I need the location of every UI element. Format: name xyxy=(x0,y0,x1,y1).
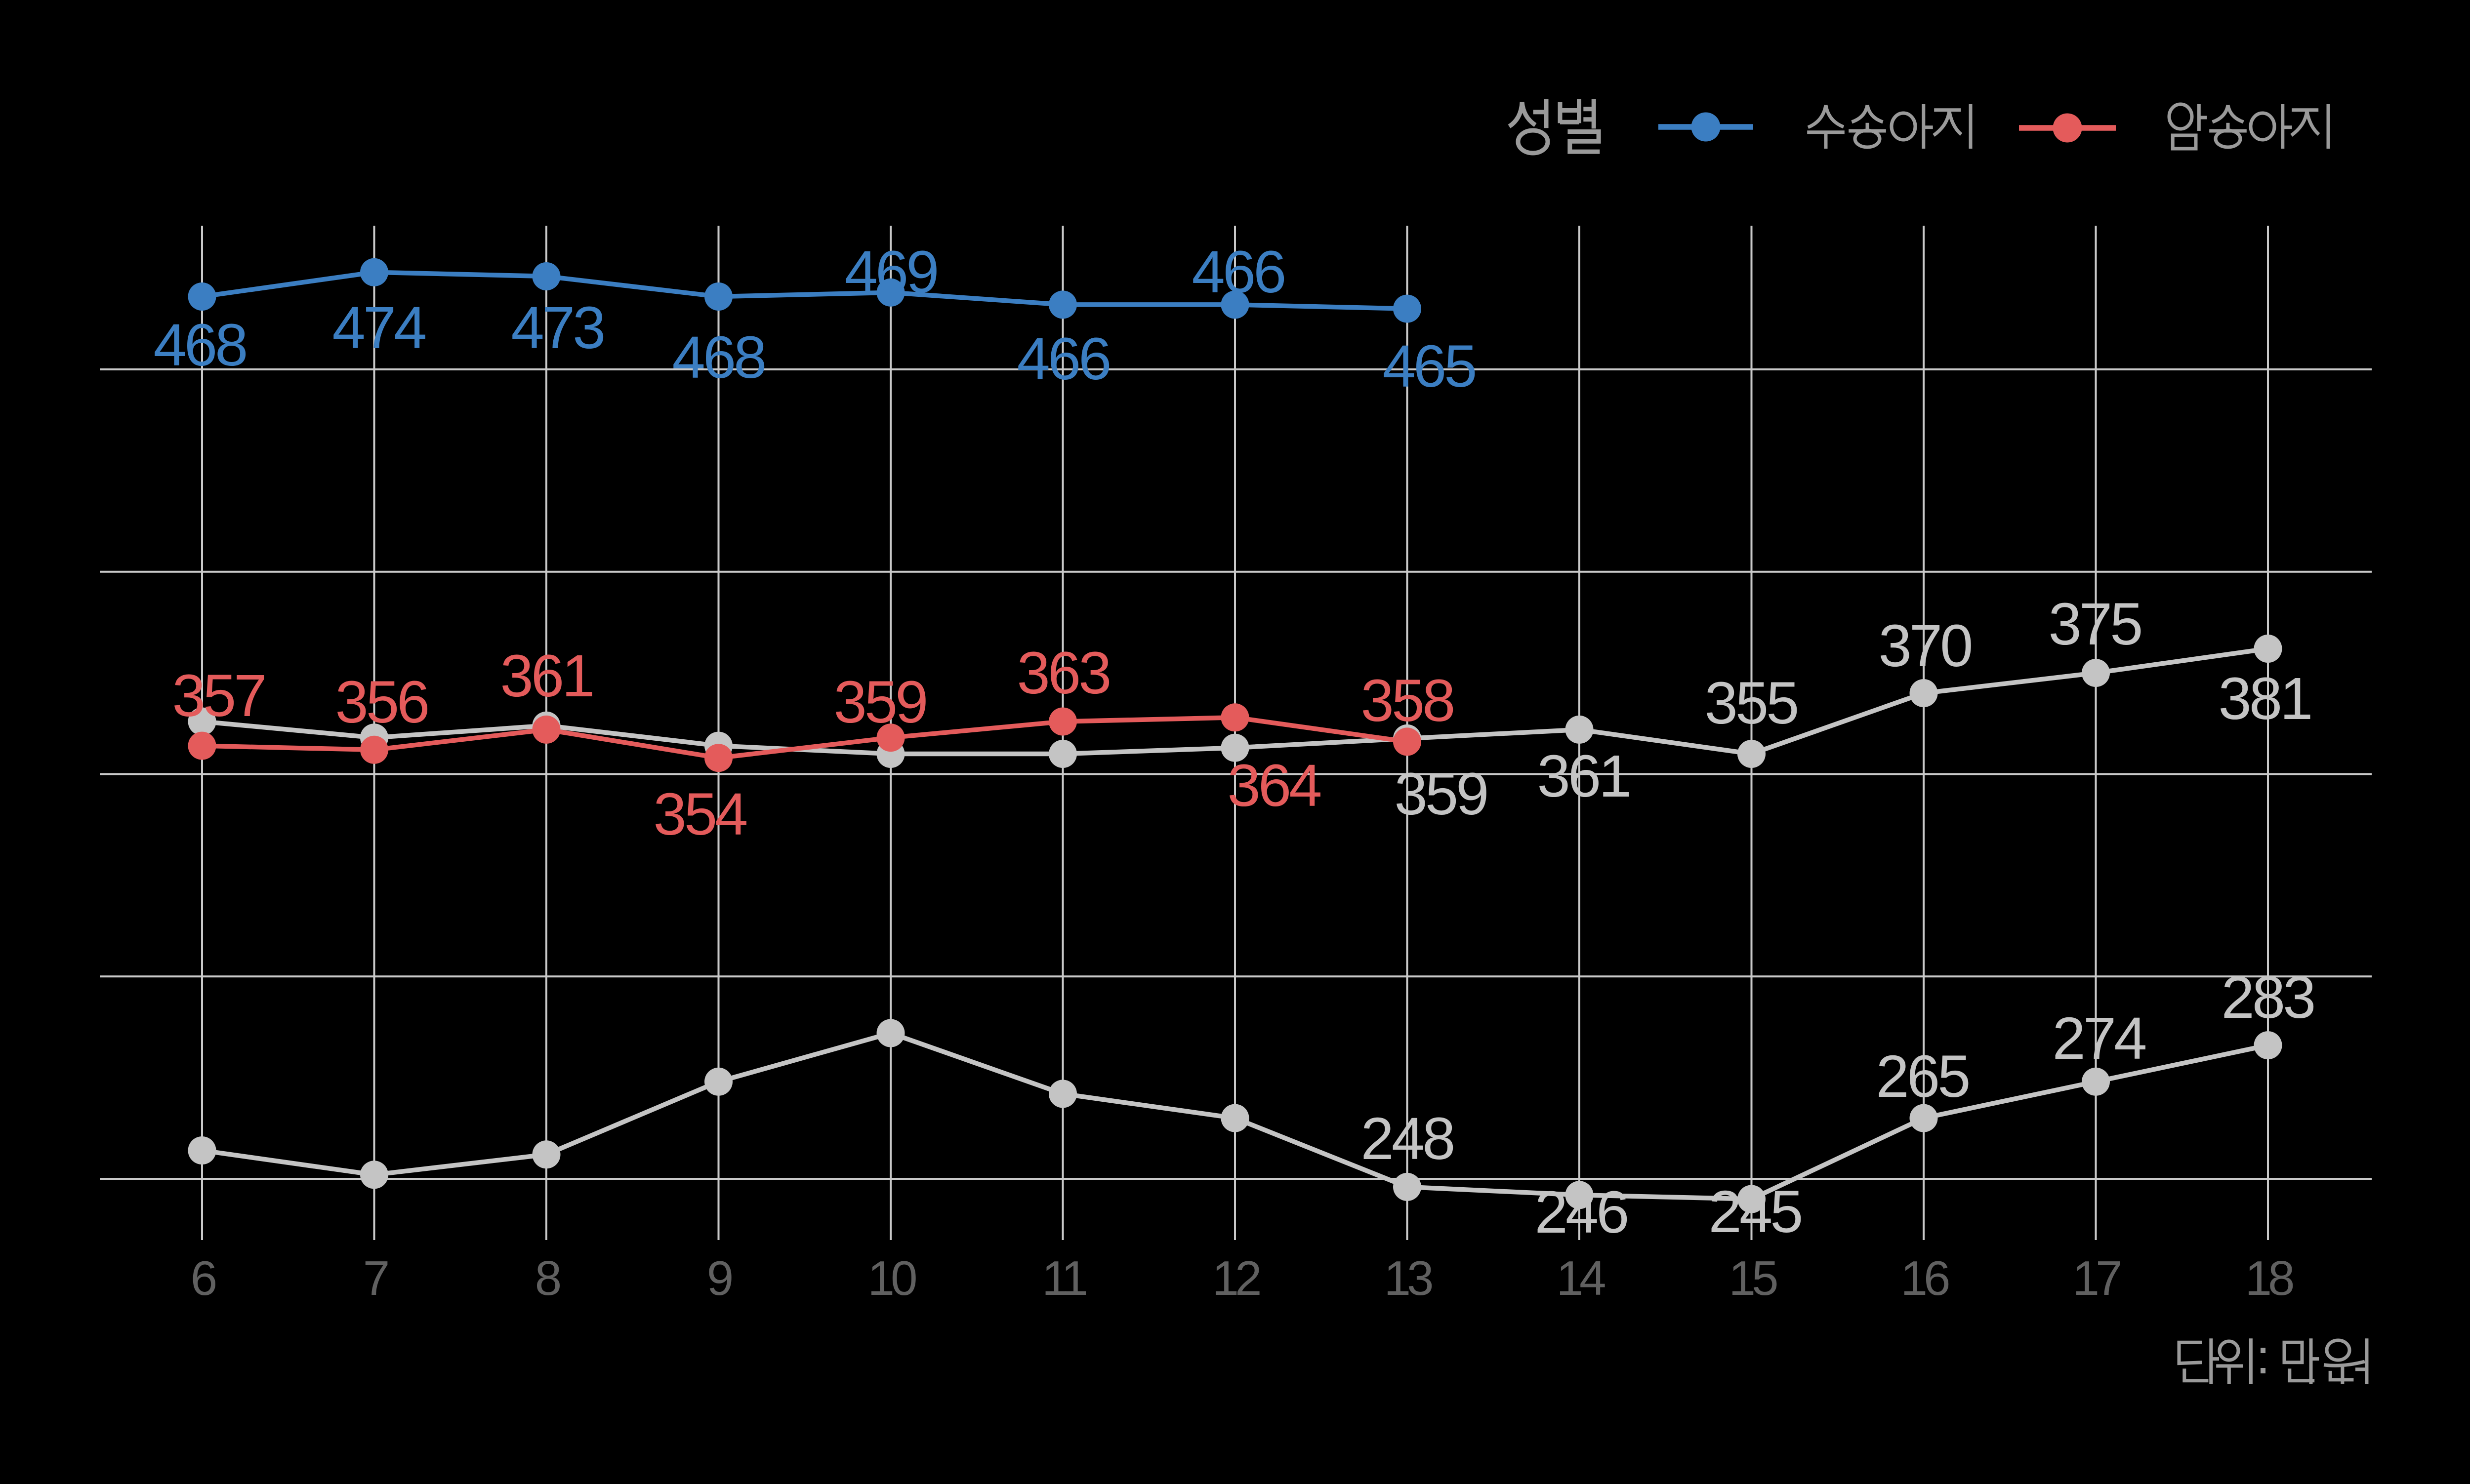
svg-text:11: 11 xyxy=(1042,1251,1086,1305)
svg-text:8: 8 xyxy=(535,1251,560,1305)
svg-text:265: 265 xyxy=(1876,1043,1969,1110)
svg-text:9: 9 xyxy=(707,1251,732,1305)
svg-text:7: 7 xyxy=(363,1251,388,1305)
svg-text:370: 370 xyxy=(1879,612,1972,679)
svg-text:354: 354 xyxy=(654,780,747,847)
svg-text:474: 474 xyxy=(332,294,426,361)
svg-text:283: 283 xyxy=(2222,963,2314,1031)
svg-text:358: 358 xyxy=(1361,667,1454,734)
svg-text:6: 6 xyxy=(191,1251,216,1305)
svg-text:359: 359 xyxy=(834,668,926,735)
svg-text:466: 466 xyxy=(1017,325,1110,392)
svg-text:248: 248 xyxy=(1361,1105,1454,1172)
svg-text:363: 363 xyxy=(1017,639,1110,706)
svg-text:10: 10 xyxy=(867,1251,916,1305)
svg-text:359: 359 xyxy=(1395,760,1487,827)
svg-text:16: 16 xyxy=(1900,1251,1949,1305)
svg-text:468: 468 xyxy=(672,323,765,391)
svg-text:473: 473 xyxy=(511,294,604,361)
svg-text:12: 12 xyxy=(1212,1251,1260,1305)
svg-text:245: 245 xyxy=(1709,1178,1802,1245)
svg-text:18: 18 xyxy=(2245,1251,2293,1305)
svg-text:375: 375 xyxy=(2049,590,2141,657)
svg-text:465: 465 xyxy=(1383,332,1476,400)
svg-text:469: 469 xyxy=(845,238,937,305)
svg-text:356: 356 xyxy=(335,668,428,735)
svg-text:381: 381 xyxy=(2219,665,2311,732)
svg-text:357: 357 xyxy=(172,662,265,729)
svg-text:466: 466 xyxy=(1192,238,1284,305)
svg-text:361: 361 xyxy=(1537,742,1630,809)
svg-text:14: 14 xyxy=(1556,1251,1605,1305)
svg-text:364: 364 xyxy=(1228,752,1321,819)
svg-text:246: 246 xyxy=(1535,1178,1627,1245)
svg-text:355: 355 xyxy=(1705,669,1798,736)
svg-text:361: 361 xyxy=(500,642,593,709)
svg-text:15: 15 xyxy=(1729,1251,1777,1305)
svg-text:274: 274 xyxy=(2053,1004,2146,1072)
svg-text:13: 13 xyxy=(1384,1251,1432,1305)
svg-text:17: 17 xyxy=(2072,1251,2120,1305)
svg-text:468: 468 xyxy=(154,311,247,378)
